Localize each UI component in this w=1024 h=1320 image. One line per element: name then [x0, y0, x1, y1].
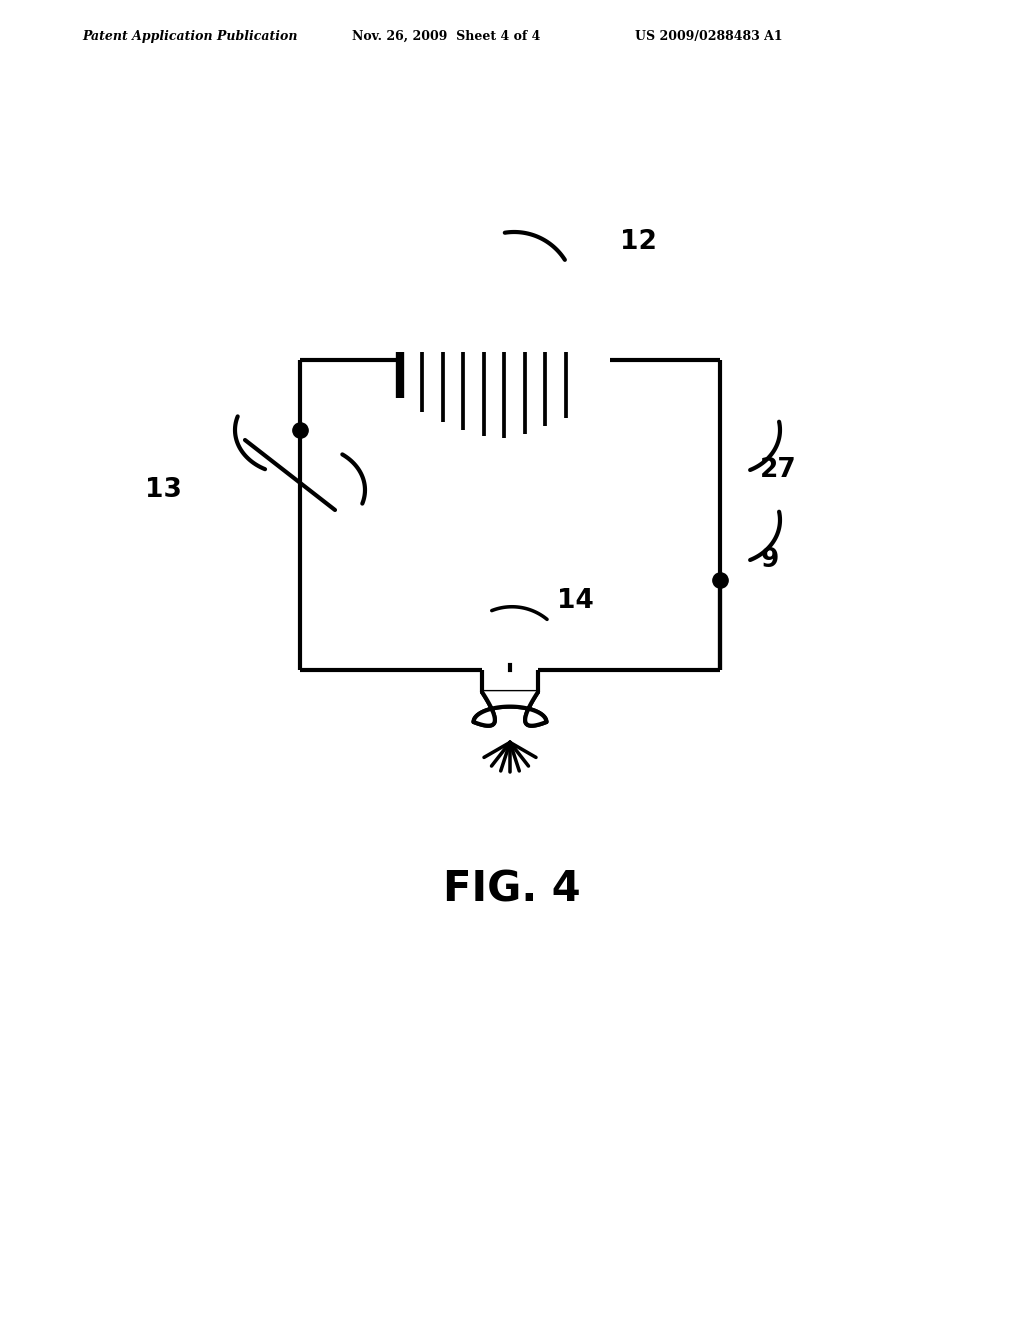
Text: Nov. 26, 2009  Sheet 4 of 4: Nov. 26, 2009 Sheet 4 of 4: [352, 30, 541, 44]
Text: 12: 12: [620, 228, 656, 255]
Text: 14: 14: [557, 589, 594, 614]
Text: Patent Application Publication: Patent Application Publication: [82, 30, 298, 44]
Text: FIG. 4: FIG. 4: [443, 869, 581, 911]
Polygon shape: [473, 692, 547, 726]
Text: 27: 27: [760, 457, 797, 483]
Text: US 2009/0288483 A1: US 2009/0288483 A1: [635, 30, 782, 44]
Text: 13: 13: [145, 477, 182, 503]
Text: 9: 9: [760, 546, 778, 573]
